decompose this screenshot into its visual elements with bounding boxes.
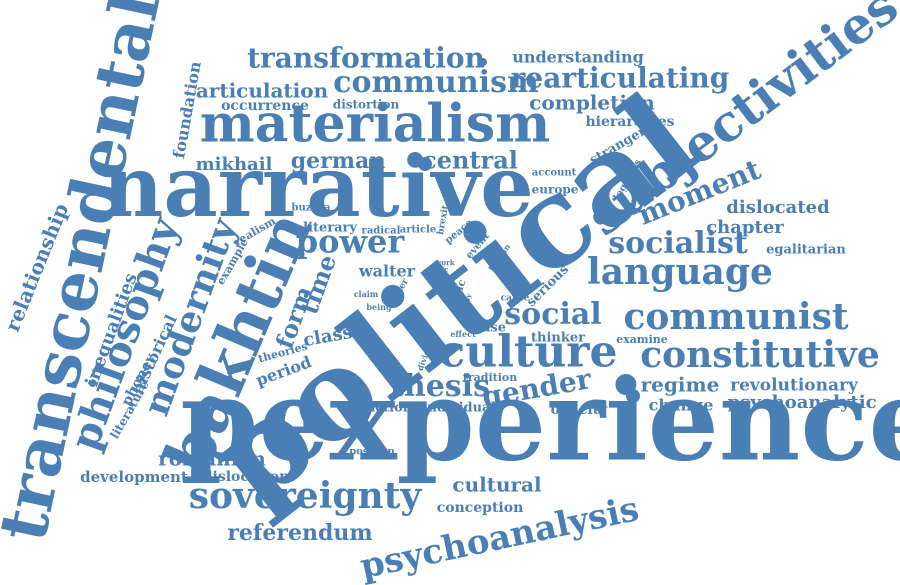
word-opacity: opacity [551, 402, 609, 418]
word-account: account [532, 168, 577, 179]
word-culture: culture [439, 327, 618, 378]
dot-mark [626, 389, 640, 403]
word-occurrence: occurrence [221, 98, 309, 114]
word-communist: communist [623, 296, 848, 338]
word-language: language [587, 251, 773, 293]
word-psychoanalytic: psychoanalytic [727, 392, 876, 413]
word-buzura: buzura [292, 203, 331, 214]
word-power: power [296, 223, 406, 261]
word-case: case [474, 321, 506, 336]
word-distortion: distortion [333, 98, 400, 112]
word-dislocated: dislocated [726, 197, 830, 218]
word-regime: regime [641, 373, 720, 397]
word-development: development [80, 468, 188, 486]
word-german: german [291, 148, 386, 174]
dot-mark [479, 58, 487, 66]
word-work: work [434, 258, 454, 267]
word-completion: completion [529, 91, 655, 115]
word-revolutionary: revolutionary [730, 376, 859, 396]
word-examine: examine [616, 333, 668, 346]
word-understanding: understanding [512, 48, 644, 67]
word-mikhail: mikhail [196, 154, 273, 175]
word-thesis: thesis [390, 369, 490, 404]
word-tradition: tradition [463, 371, 517, 384]
word-romanian: romanian [158, 447, 266, 471]
word-articulation: articulation [196, 79, 329, 103]
word-sovereignty: sovereignty [189, 475, 423, 517]
word-chapter: chapter [706, 217, 784, 238]
word-position: position [349, 447, 395, 458]
word-conception: conception [437, 500, 524, 516]
word-materialism: materialism [200, 94, 550, 155]
word-effect: effect [450, 329, 476, 339]
word-constitutive: constitutive [640, 334, 880, 376]
word-hierarchies: hierarchies [585, 114, 674, 130]
word-transformation: transformation [247, 42, 485, 75]
word-change: change [649, 396, 714, 415]
word-narrative: narrative [102, 137, 533, 236]
word-radical: radical [362, 226, 401, 237]
word-walter: walter [358, 262, 416, 281]
word-cause: cause [501, 294, 530, 304]
word-rearticulating: rearticulating [511, 62, 730, 95]
word-fiction: fiction [366, 401, 413, 416]
word-central: central [422, 146, 518, 175]
word-individual: individual [423, 401, 496, 416]
dot-mark [418, 157, 432, 171]
word-claim: claim [354, 289, 379, 299]
word-article: article [400, 225, 436, 236]
word-egalitarian: egalitarian [766, 243, 846, 258]
word-thinker: thinker [531, 331, 585, 346]
word-socialist: socialist [608, 226, 748, 261]
word-literary: literary [303, 221, 357, 236]
word-referendum: referendum [227, 520, 372, 546]
word-pexperience: pexperience [180, 355, 900, 486]
word-dislocation: dislocation [203, 469, 290, 485]
word-being: being [366, 302, 392, 312]
word-cultural: cultural [452, 473, 542, 497]
word-europe: europe [532, 183, 579, 197]
word-social: social [504, 297, 601, 332]
word-communism: communism [333, 65, 539, 100]
word-critic: critic [428, 265, 449, 274]
